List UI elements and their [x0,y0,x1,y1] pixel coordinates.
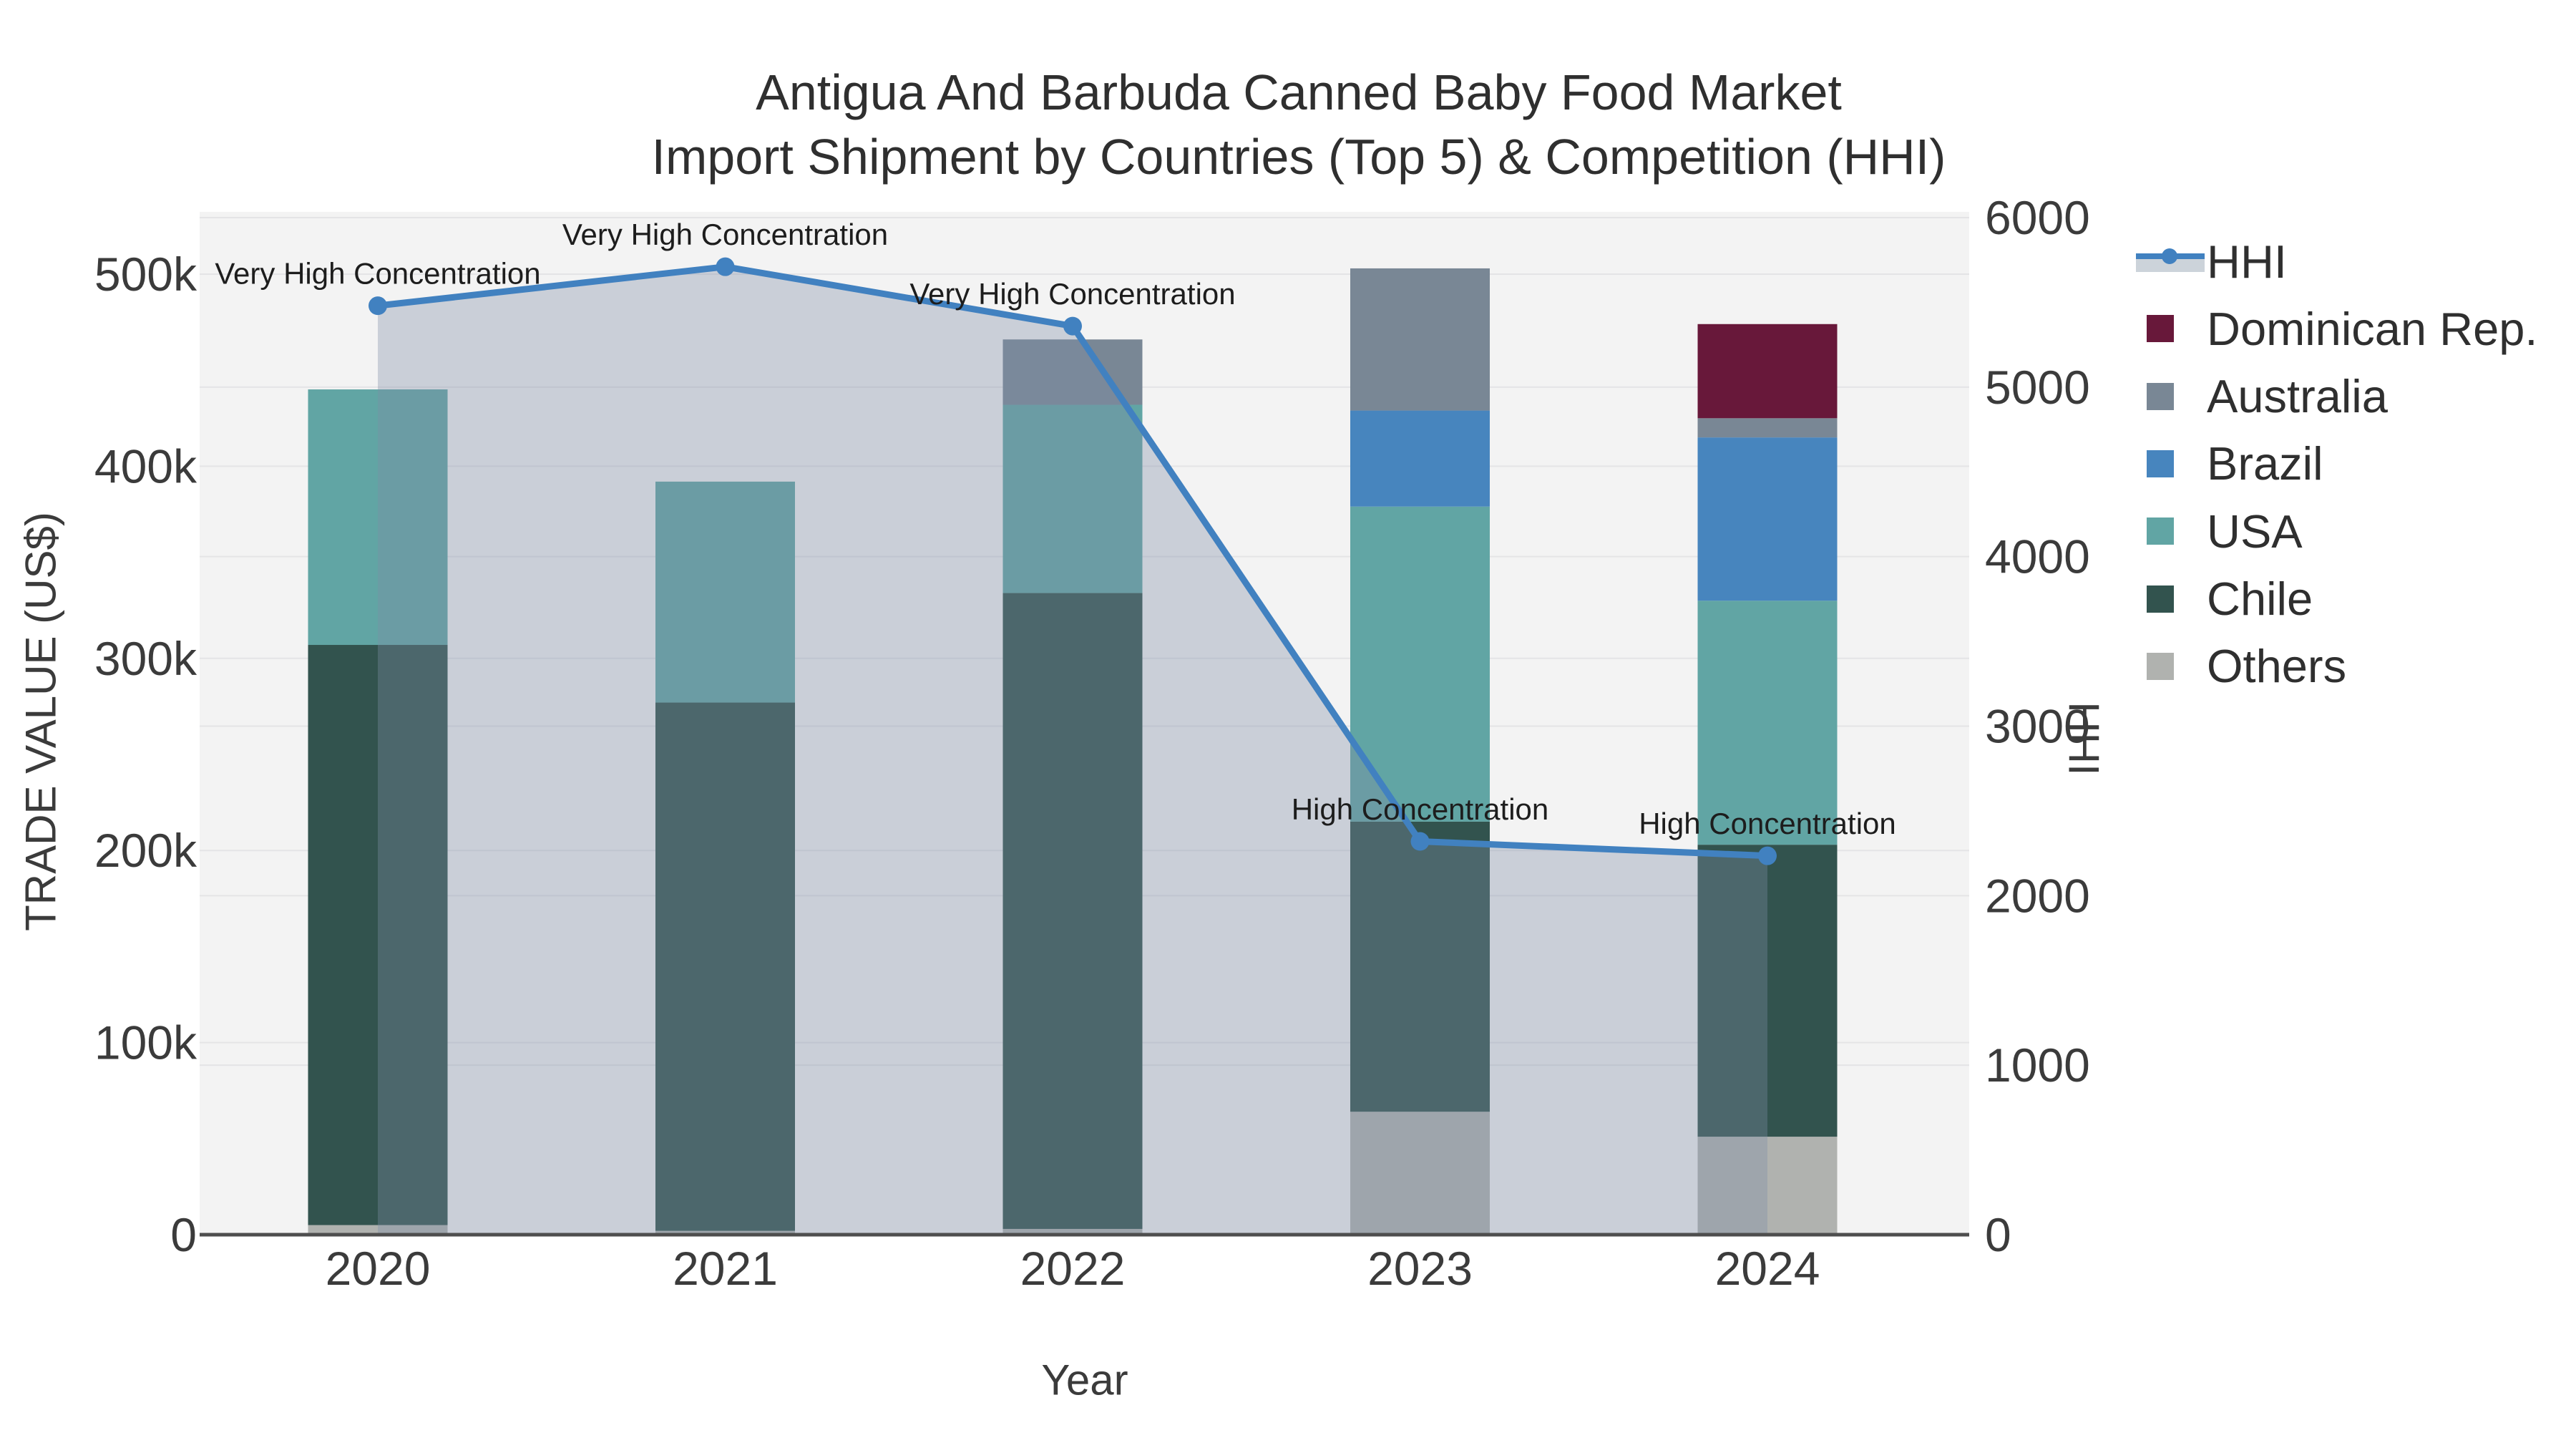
right-tick-0: 0 [1985,1208,2011,1261]
x-tick-2024: 2024 [1715,1242,1820,1295]
bar-others-2021[interactable] [655,1230,795,1235]
legend-hhi-line-sample [2136,238,2205,285]
bar-australia-2024[interactable] [1697,418,1838,438]
hhi-area-fill [378,266,1767,1235]
chart-title-line2: Import Shipment by Countries (Top 5) & C… [651,129,1946,185]
legend-label-chile: Chile [2207,573,2313,625]
legend-swatch-dominican-rep [2136,305,2205,352]
left-tick-500k: 500k [94,248,197,301]
annotation-2023: High Concentration [1292,792,1549,826]
bar-usa-2021[interactable] [655,481,795,703]
legend-item-dominican-rep[interactable]: Dominican Rep. [2136,303,2537,355]
annotation-2021: Very High Concentration [562,218,888,251]
bar-usa-2020[interactable] [308,389,448,646]
legend-marker-dot [2162,248,2177,264]
left-tick-300k: 300k [94,632,197,685]
legend-swatch-usa [2136,507,2205,555]
right-tick-6000: 6000 [1985,191,2090,244]
legend-area-swatch [2136,256,2205,272]
right-tick-2000: 2000 [1985,869,2090,922]
bar-usa-2024[interactable] [1697,601,1838,845]
legend-color-swatch [2147,585,2174,613]
right-tick-1000: 1000 [1985,1039,2090,1092]
bar-chile-2024[interactable] [1697,845,1838,1137]
bar-chile-2023[interactable] [1350,821,1490,1112]
legend-item-hhi[interactable]: HHI [2136,235,2287,288]
y-axis-title-left: TRADE VALUE (US$) [16,512,65,931]
legend-color-swatch [2147,517,2174,545]
x-tick-2020: 2020 [326,1242,431,1295]
y-axis-title-right: HHI [2059,701,2108,776]
legend-color-swatch [2147,382,2174,410]
legend-label-usa: USA [2207,505,2303,558]
hhi-marker-2020[interactable] [369,296,387,316]
left-tick-100k: 100k [94,1016,197,1069]
legend-label-australia: Australia [2207,370,2388,423]
bar-others-2022[interactable] [1002,1228,1143,1235]
hhi-marker-2022[interactable] [1063,316,1082,336]
annotation-2024: High Concentration [1639,807,1896,840]
right-tick-4000: 4000 [1985,530,2090,583]
legend-swatch-brazil [2136,440,2205,487]
legend-item-australia[interactable]: Australia [2136,370,2388,422]
bar-others-2024[interactable] [1697,1137,1838,1235]
bar-chile-2020[interactable] [308,645,448,1225]
legend-item-others[interactable]: Others [2136,640,2346,692]
bar-australia-2023[interactable] [1350,268,1490,411]
left-tick-0: 0 [170,1208,197,1261]
bar-others-2020[interactable] [308,1225,448,1235]
bar-usa-2022[interactable] [1002,404,1143,593]
bar-brazil-2024[interactable] [1697,437,1838,601]
legend-swatch-chile [2136,575,2205,623]
legend: HHI Dominican Rep. Australia Brazil USA Chile… [2136,0,2565,1449]
chart-title-line1: Antigua And Barbuda Canned Baby Food Mar… [756,64,1842,120]
chart-title: Antigua And Barbuda Canned Baby Food Mar… [652,60,1946,189]
left-tick-200k: 200k [94,824,197,877]
legend-swatch-others [2136,643,2205,690]
legend-label-brazil: Brazil [2207,437,2323,490]
bar-chile-2021[interactable] [655,702,795,1231]
legend-label-others: Others [2207,640,2347,693]
bar-brazil-2023[interactable] [1350,410,1490,507]
legend-color-swatch [2147,449,2174,477]
bar-dominican-rep--2024[interactable] [1697,324,1838,419]
annotation-2022: Very High Concentration [909,277,1235,311]
right-tick-5000: 5000 [1985,361,2090,414]
legend-label-dominican-rep: Dominican Rep. [2207,302,2538,355]
left-tick-400k: 400k [94,439,197,492]
hhi-marker-2023[interactable] [1410,832,1430,851]
right-tick-3000: 3000 [1985,700,2090,753]
legend-label-hhi: HHI [2207,235,2287,288]
x-tick-2023: 2023 [1367,1242,1473,1295]
hhi-marker-2021[interactable] [716,257,735,276]
legend-item-chile[interactable]: Chile [2136,573,2313,625]
bar-others-2023[interactable] [1350,1112,1490,1235]
legend-color-swatch [2147,652,2174,680]
bar-chile-2022[interactable] [1002,593,1143,1229]
legend-color-swatch [2147,315,2174,343]
annotation-2020: Very High Concentration [215,257,540,291]
legend-swatch-australia [2136,373,2205,420]
x-tick-2022: 2022 [1020,1242,1126,1295]
legend-item-brazil[interactable]: Brazil [2136,437,2323,490]
legend-item-usa[interactable]: USA [2136,505,2303,558]
x-tick-2021: 2021 [673,1242,778,1295]
x-axis-title: Year [1041,1356,1128,1404]
hhi-marker-2024[interactable] [1758,846,1777,865]
